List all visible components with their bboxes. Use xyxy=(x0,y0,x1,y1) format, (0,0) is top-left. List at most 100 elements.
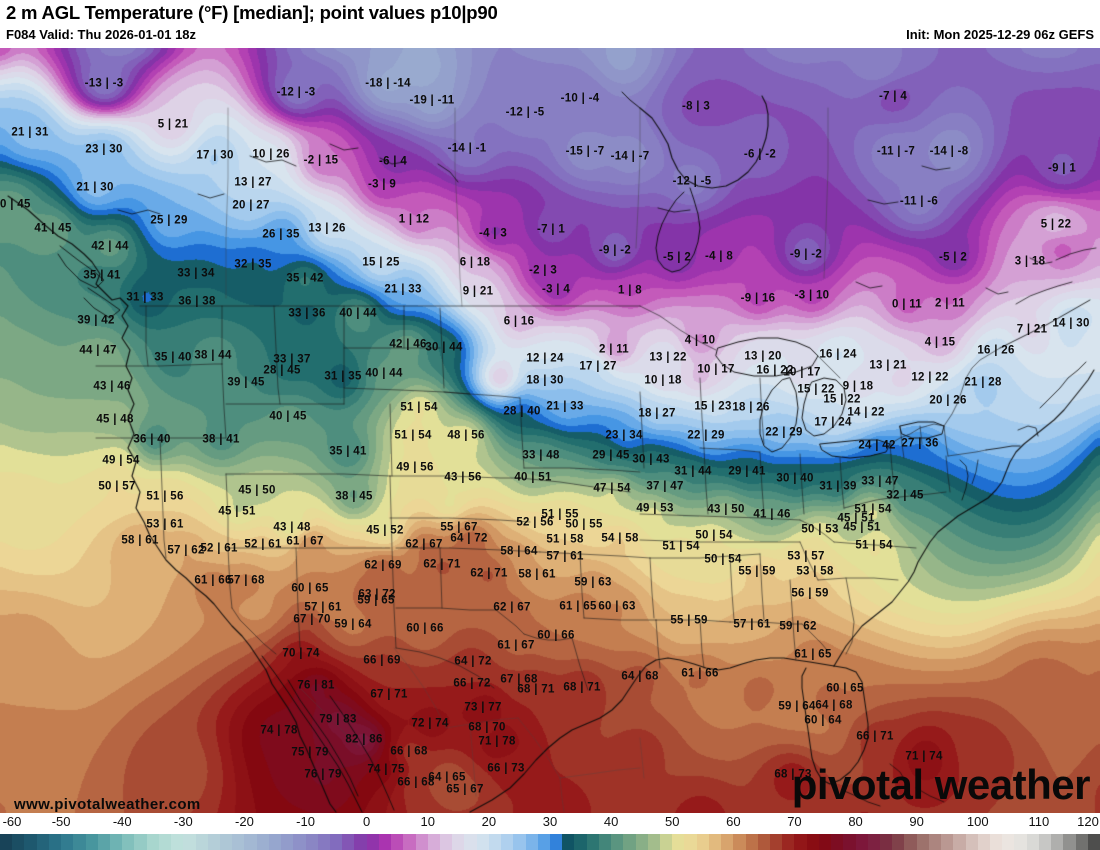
colorbar-segment xyxy=(317,834,331,850)
colorbar-tick-label: -20 xyxy=(235,814,254,829)
website-watermark: www.pivotalweather.com xyxy=(14,796,201,813)
colorbar-segment xyxy=(391,834,404,850)
point-value-label: 40 | 45 xyxy=(0,198,31,211)
colorbar-segment xyxy=(1014,834,1028,850)
point-value-label: 52 | 56 xyxy=(516,516,554,529)
point-value-label: 60 | 66 xyxy=(537,629,575,642)
point-value-label: 24 | 42 xyxy=(858,439,896,452)
colorbar-segment xyxy=(281,834,294,850)
point-value-label: 38 | 41 xyxy=(202,433,240,446)
colorbar-segment xyxy=(953,834,967,850)
point-value-label: 23 | 34 xyxy=(605,429,643,442)
point-value-label: 53 | 58 xyxy=(796,565,834,578)
point-value-label: 0 | 11 xyxy=(892,298,922,311)
point-value-label: 54 | 58 xyxy=(601,532,639,545)
point-value-label: 70 | 74 xyxy=(282,647,320,660)
point-value-label: 13 | 21 xyxy=(869,359,907,372)
point-value-label: 18 | 30 xyxy=(526,374,564,387)
point-value-label: 7 | 21 xyxy=(1016,323,1048,336)
point-value-label: 12 | 24 xyxy=(526,352,564,365)
point-value-label: 64 | 72 xyxy=(450,532,488,545)
point-value-label: 51 | 54 xyxy=(394,429,432,442)
colorbar-segment xyxy=(794,834,808,850)
point-value-label: 48 | 56 xyxy=(447,429,485,442)
point-value-label: 2 | 11 xyxy=(935,297,965,310)
colorbar-segment xyxy=(745,834,759,850)
point-value-label: -9 | -2 xyxy=(598,244,632,257)
colorbar-segment xyxy=(440,834,453,850)
colorbar-segment xyxy=(220,834,233,850)
colorbar-segment xyxy=(867,834,881,850)
colorbar-segment xyxy=(195,834,209,850)
colorbar-segment xyxy=(635,834,649,850)
point-value-label: 74 | 75 xyxy=(367,763,405,776)
point-value-label: 13 | 26 xyxy=(308,222,346,235)
point-value-label: 61 | 66 xyxy=(194,574,232,587)
colorbar-segment xyxy=(36,834,50,850)
point-value-label: 68 | 71 xyxy=(517,683,555,696)
colorbar-tick-label: 50 xyxy=(664,814,680,829)
point-value-label: 51 | 54 xyxy=(855,539,893,552)
colorbar-tick-label: -60 xyxy=(2,814,22,829)
point-value-label: 61 | 67 xyxy=(286,535,324,548)
point-value-label: 62 | 67 xyxy=(493,601,531,614)
point-value-label: 50 | 53 xyxy=(801,523,839,536)
colorbar-segment xyxy=(831,834,844,850)
colorbar: -60 -50 -40 -30 -20 -10 0 10 20 30 40 50 60 70 80 90 100… xyxy=(0,813,1100,850)
colorbar-segment xyxy=(1002,834,1016,850)
point-value-label: 58 | 61 xyxy=(518,568,556,581)
colorbar-tick-label: 90 xyxy=(909,814,924,829)
point-value-label: 82 | 86 xyxy=(345,733,383,746)
colorbar-segment xyxy=(855,834,869,850)
colorbar-tick-label: -30 xyxy=(173,814,193,829)
point-value-label: 50 | 54 xyxy=(704,553,742,566)
colorbar-segment xyxy=(904,834,918,850)
colorbar-segment xyxy=(12,834,26,850)
point-value-label: 18 | 26 xyxy=(732,401,770,414)
colorbar-segment xyxy=(354,834,368,850)
colorbar-segment xyxy=(403,834,417,850)
point-value-label: 67 | 71 xyxy=(370,688,408,701)
point-value-label: -2 | 3 xyxy=(528,264,558,277)
point-value-label: 57 | 61 xyxy=(304,601,342,614)
point-value-label: 16 | 22 xyxy=(756,364,794,377)
point-value-label: 21 | 30 xyxy=(76,181,114,194)
point-value-label: 27 | 36 xyxy=(901,437,939,450)
point-value-label: 57 | 61 xyxy=(733,618,771,631)
colorbar-segment xyxy=(24,834,38,850)
point-value-label: 33 | 48 xyxy=(522,449,560,462)
point-value-label: 60 | 63 xyxy=(598,600,636,613)
colorbar-tick-label: -10 xyxy=(296,814,315,829)
point-value-label: 52 | 61 xyxy=(244,538,282,551)
point-value-label: 51 | 58 xyxy=(546,533,584,546)
colorbar-ticks: -60 -50 -40 -30 -20 -10 0 10 20 30 40 50 60 70 80 90 100… xyxy=(0,813,1100,833)
colorbar-segment xyxy=(501,834,514,850)
colorbar-segment xyxy=(696,834,710,850)
colorbar-tick-label: 70 xyxy=(787,814,802,829)
point-value-label: 72 | 74 xyxy=(411,717,449,730)
init-time-label: Init: Mon 2025-12-29 06z GEFS xyxy=(906,27,1094,42)
point-value-label: 58 | 61 xyxy=(121,534,159,547)
point-value-label: 21 | 33 xyxy=(384,283,422,296)
point-value-label: 16 | 24 xyxy=(819,348,857,361)
colorbar-segment xyxy=(733,834,747,850)
point-value-label: 30 | 40 xyxy=(776,472,814,485)
point-value-label: 59 | 65 xyxy=(357,594,395,607)
colorbar-segment xyxy=(1075,834,1089,850)
point-value-label: 22 | 29 xyxy=(687,429,725,442)
colorbar-segment xyxy=(721,834,734,850)
colorbar-segment xyxy=(464,834,478,850)
point-value-label: 59 | 63 xyxy=(574,576,612,589)
temperature-map[interactable]: -13 | -3 -12 | -3 -18 | -14 -19 | -11 -12 | … xyxy=(0,48,1100,813)
colorbar-segment xyxy=(892,834,906,850)
colorbar-segment xyxy=(293,834,307,850)
point-value-label: -4 | 3 xyxy=(478,227,508,240)
point-value-label: 47 | 54 xyxy=(593,482,631,495)
colorbar-segment xyxy=(770,834,783,850)
point-value-label: 22 | 29 xyxy=(765,426,803,439)
point-value-label: 55 | 59 xyxy=(670,614,708,627)
point-value-label: 59 | 64 xyxy=(334,618,372,631)
colorbar-segment xyxy=(122,834,136,850)
point-value-label: 61 | 66 xyxy=(681,667,719,680)
colorbar-segment xyxy=(574,834,588,850)
